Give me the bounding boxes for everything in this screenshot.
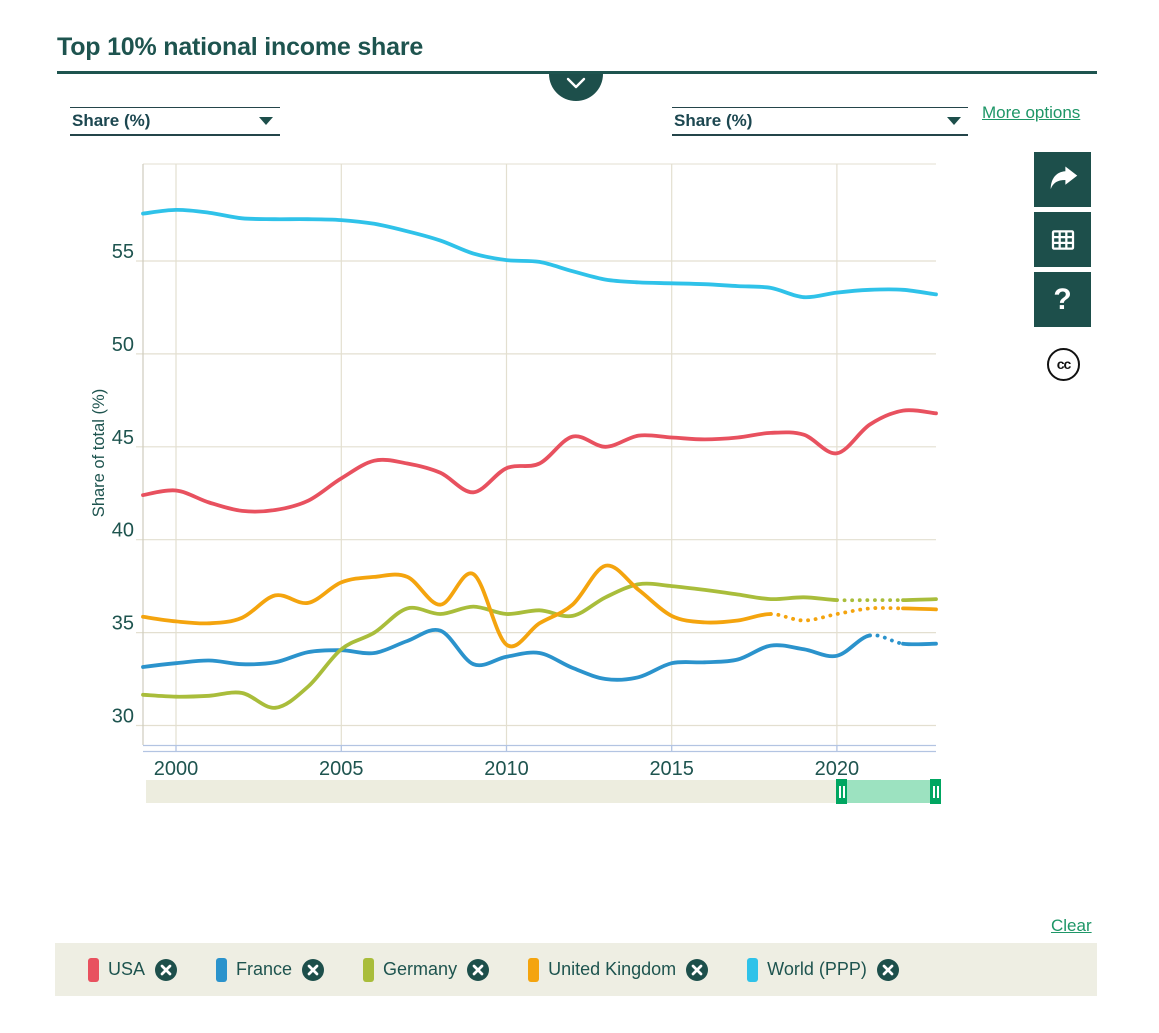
series-line [141, 581, 839, 710]
series-line [141, 408, 938, 514]
series-line [901, 606, 938, 612]
axis-labels: 30 35 40 45 50 55 2000 2005 2010 2015 2020 Share of… [90, 241, 859, 780]
help-button[interactable]: ? [1034, 272, 1091, 327]
y-tick-label: 45 [112, 427, 134, 449]
legend-swatch [216, 957, 228, 982]
legend-remove-button[interactable] [154, 958, 178, 982]
close-icon [467, 958, 490, 981]
legend-swatch [363, 957, 375, 982]
x-tick-label: 2005 [319, 758, 364, 780]
legend-remove-button[interactable] [466, 958, 490, 982]
x-axis [143, 744, 936, 753]
slider-selected-range[interactable] [836, 780, 941, 803]
table-icon [1051, 229, 1074, 250]
legend-remove-button[interactable] [301, 958, 325, 982]
time-range-slider[interactable] [146, 779, 941, 804]
y-tick-label: 35 [112, 613, 134, 635]
legend-remove-button[interactable] [685, 958, 709, 982]
x-tick-label: 2000 [154, 758, 199, 780]
page-title: Top 10% national income share [57, 33, 424, 61]
series-usa [141, 408, 938, 514]
dropdown-arrow-icon [259, 117, 273, 125]
y-tick-label: 50 [112, 334, 134, 356]
share-button[interactable] [1034, 152, 1091, 207]
dropdown-arrow-icon [947, 117, 961, 125]
legend-label: USA [108, 959, 146, 979]
series-line [141, 207, 938, 300]
legend-swatch [528, 957, 540, 982]
legend-item: France [216, 957, 325, 982]
data-table-button[interactable] [1034, 212, 1091, 267]
x-tick-label: 2010 [484, 758, 529, 780]
x-tick-label: 2020 [815, 758, 860, 780]
right-metric-dropdown[interactable]: Share (%) [672, 107, 968, 136]
legend-item: USA [88, 957, 178, 982]
legend-item: United Kingdom [528, 957, 709, 982]
help-icon: ? [1053, 282, 1072, 316]
collapse-panel-button[interactable] [549, 74, 603, 101]
close-icon [876, 958, 899, 981]
series-line-dotted [868, 633, 905, 646]
close-icon [155, 958, 178, 981]
series-line-dotted [768, 606, 905, 623]
series-line [901, 597, 938, 602]
legend-label: World (PPP) [767, 959, 867, 979]
left-metric-value: Share (%) [72, 111, 151, 130]
slider-handle-left[interactable] [836, 779, 848, 804]
legend-item: World (PPP) [747, 957, 900, 982]
chevron-down-icon [566, 77, 586, 89]
slider-handle-right[interactable] [930, 779, 941, 804]
close-icon [686, 958, 709, 981]
legend-label: United Kingdom [548, 959, 677, 979]
clear-link[interactable]: Clear [1051, 916, 1092, 935]
legend-swatch [747, 957, 759, 982]
series-germany [141, 581, 938, 710]
legend-item: Germany [363, 957, 490, 982]
legend-bar: USA France Germany United Kingdom World (PPP… [55, 943, 1097, 996]
share-icon [1050, 166, 1077, 189]
series-line [141, 563, 773, 649]
legend-swatch [88, 957, 99, 982]
cc-icon: cc [1056, 356, 1072, 372]
title-divider [57, 71, 1097, 74]
y-tick-label: 40 [112, 520, 134, 542]
series-line [141, 627, 872, 682]
license-button[interactable]: cc [1047, 348, 1080, 381]
series-france [141, 627, 938, 682]
series-world-ppp- [141, 207, 938, 300]
left-metric-dropdown[interactable]: Share (%) [70, 107, 280, 136]
legend-remove-button[interactable] [876, 958, 900, 982]
y-tick-label: 55 [112, 241, 134, 263]
series-line [901, 641, 938, 647]
legend-label: France [236, 959, 293, 979]
legend-label: Germany [383, 959, 458, 979]
y-axis-title: Share of total (%) [90, 389, 108, 517]
right-metric-value: Share (%) [674, 111, 753, 130]
x-tick-label: 2015 [649, 758, 694, 780]
chart-grid [136, 163, 936, 745]
y-tick-label: 30 [112, 706, 134, 728]
close-icon [302, 958, 325, 981]
more-options-link[interactable]: More options [982, 103, 1081, 122]
series-united-kingdom [141, 563, 938, 649]
